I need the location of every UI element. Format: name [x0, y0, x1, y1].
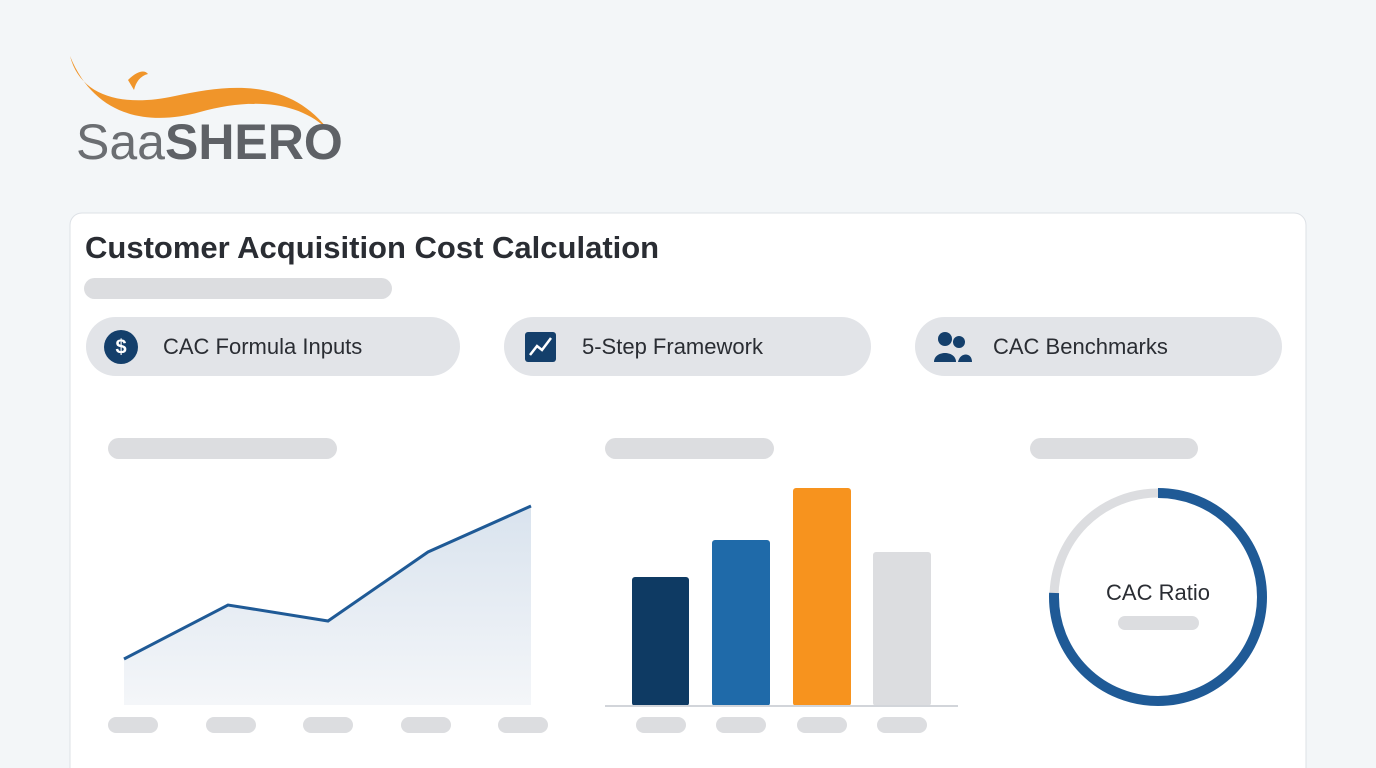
placeholder: [877, 717, 927, 733]
card-title: Customer Acquisition Cost Calculation: [85, 230, 659, 265]
placeholder: [1030, 438, 1198, 459]
tab-label[interactable]: CAC Formula Inputs: [163, 334, 362, 359]
tab-pill[interactable]: [915, 317, 1282, 376]
tab-label[interactable]: CAC Benchmarks: [993, 334, 1168, 359]
placeholder-row: [636, 717, 927, 733]
placeholder: [108, 438, 337, 459]
tab-icon: [934, 353, 956, 362]
placeholder: [797, 717, 847, 733]
bar-illustration: [632, 577, 689, 706]
tab-icon-glyph: $: [115, 336, 126, 358]
placeholder: [636, 717, 686, 733]
logo-swoosh-tip: [128, 71, 148, 90]
bar-illustration: [793, 488, 851, 706]
placeholder: [605, 438, 774, 459]
placeholder: [108, 717, 158, 733]
tab-icon: [104, 330, 138, 364]
donut-label: CAC Ratio: [1106, 580, 1210, 605]
placeholder: [84, 278, 392, 299]
placeholder: [1118, 616, 1199, 630]
tab-icon: [953, 336, 965, 348]
area-illustration: [124, 506, 531, 705]
line-illustration: [123, 504, 532, 661]
tab-icon: [525, 332, 556, 362]
tab[interactable]: 5-Step Framework: [504, 317, 871, 376]
tab-label[interactable]: 5-Step Framework: [582, 334, 764, 359]
bar-illustration: [712, 540, 770, 706]
tab-icon: [958, 354, 972, 362]
tab-pill[interactable]: [86, 317, 460, 376]
placeholder-row: [108, 717, 548, 733]
logo-bold: SHERO: [165, 114, 343, 170]
placeholder: [303, 717, 353, 733]
placeholder: [716, 717, 766, 733]
tab-pill[interactable]: [504, 317, 871, 376]
tab-icon: [938, 332, 952, 346]
placeholder: [498, 717, 548, 733]
logo-swoosh: [70, 56, 330, 132]
logo-light: Saa: [76, 114, 165, 170]
donut-arc-illustration: [1049, 488, 1267, 706]
tab-icon-glyph: [529, 337, 552, 356]
placeholder: [206, 717, 256, 733]
tab[interactable]: $ CAC Formula Inputs: [86, 317, 460, 376]
logo: SaaSHERO: [70, 56, 343, 170]
placeholder: [401, 717, 451, 733]
tab[interactable]: CAC Benchmarks: [915, 317, 1282, 376]
logo-text: SaaSHERO: [76, 114, 343, 170]
bar-illustration: [873, 552, 931, 706]
